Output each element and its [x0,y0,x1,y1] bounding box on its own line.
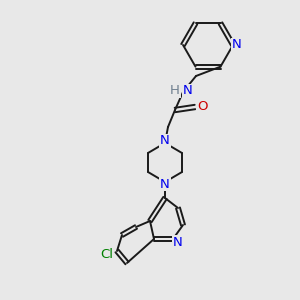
Text: N: N [183,85,193,98]
Text: N: N [232,38,242,52]
Text: Cl: Cl [100,248,113,260]
Text: O: O [197,100,207,113]
Text: H: H [170,85,180,98]
Text: N: N [173,236,183,248]
Text: N: N [160,134,170,148]
Text: N: N [160,178,170,190]
